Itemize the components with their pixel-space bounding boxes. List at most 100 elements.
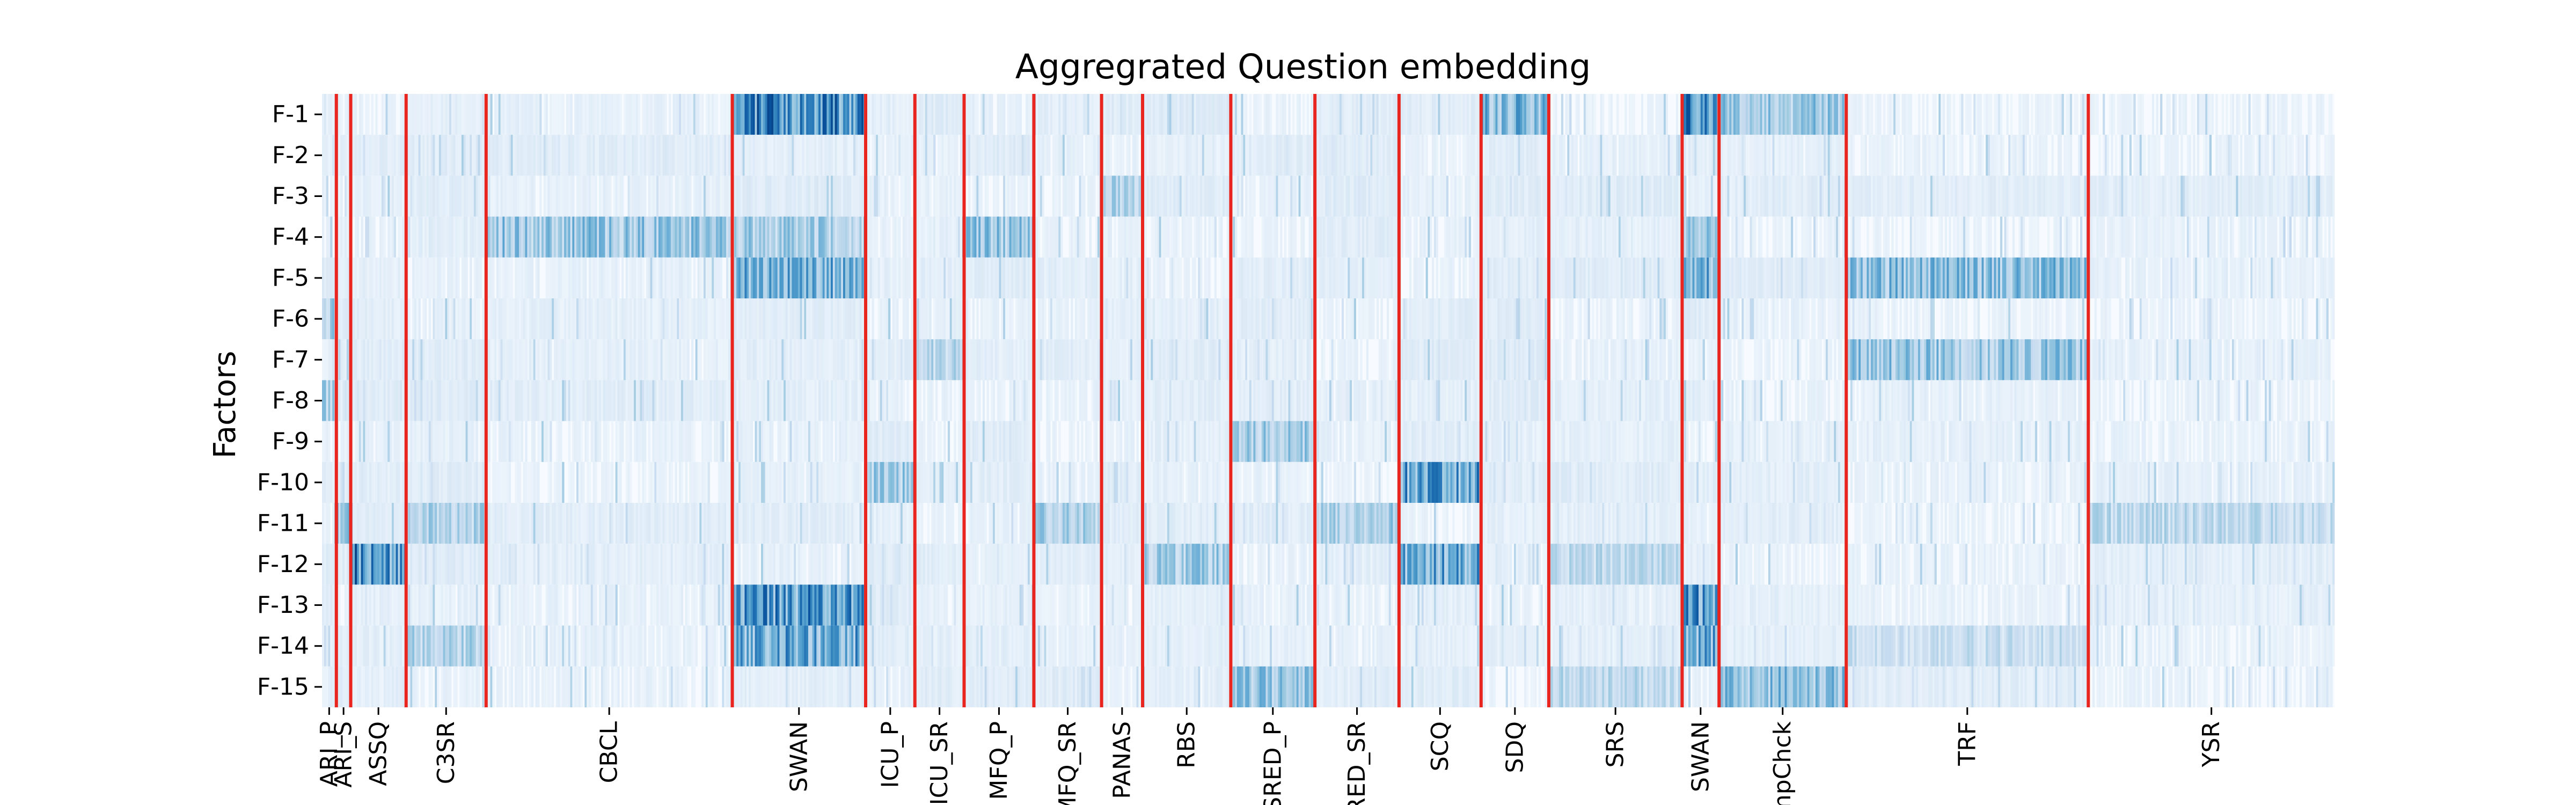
heatmap-cell (507, 421, 509, 462)
heatmap-cell (814, 380, 817, 421)
heatmap-cell (689, 216, 692, 258)
heatmap-cell (909, 503, 911, 544)
heatmap-cell (744, 175, 747, 217)
heatmap-cell (584, 216, 587, 258)
heatmap-cell (660, 339, 663, 380)
heatmap-cell (642, 339, 645, 380)
heatmap-cell (947, 380, 950, 421)
heatmap-cell (933, 544, 936, 585)
heatmap-cell (492, 298, 495, 340)
heatmap-cell (925, 135, 928, 176)
heatmap-cell (324, 339, 327, 380)
heatmap-cell (385, 503, 388, 544)
heatmap-cell (599, 380, 602, 421)
heatmap-cell (976, 462, 979, 503)
heatmap-cell (635, 666, 639, 707)
heatmap-cell (966, 462, 969, 503)
heatmap-cell (570, 216, 573, 258)
heatmap-cell (933, 339, 936, 380)
heatmap-cell (750, 94, 753, 135)
heatmap-cell (709, 94, 712, 135)
heatmap-cell (859, 298, 862, 340)
heatmap-cell (340, 216, 343, 258)
heatmap-cell (580, 666, 583, 707)
heatmap-cell (1007, 544, 1009, 585)
heatmap-cell (502, 216, 505, 258)
heatmap-cell (358, 135, 362, 176)
heatmap-cell (451, 584, 454, 626)
heatmap-cell (877, 175, 881, 217)
heatmap-cell (822, 503, 825, 544)
heatmap-cell (816, 298, 819, 340)
heatmap-cell (839, 94, 841, 135)
heatmap-cell (956, 135, 958, 176)
heatmap-cell (342, 339, 345, 380)
heatmap-cell (428, 462, 431, 503)
heatmap-cell (679, 135, 682, 176)
heatmap-cell (808, 421, 811, 462)
heatmap-cell (443, 298, 445, 340)
heatmap-cell (814, 135, 817, 176)
heatmap-cell (632, 339, 634, 380)
heatmap-cell (802, 175, 804, 217)
heatmap-cell (525, 625, 528, 667)
heatmap-cell (373, 625, 376, 667)
heatmap-cell (605, 625, 608, 667)
heatmap-cell (426, 462, 429, 503)
heatmap-cell (363, 462, 365, 503)
heatmap-cell (775, 216, 778, 258)
heatmap-cell (943, 257, 946, 298)
heatmap-cell (625, 216, 628, 258)
heatmap-cell (966, 666, 969, 707)
heatmap-cell (755, 584, 757, 626)
heatmap-cell (322, 666, 325, 707)
heatmap-cell (874, 135, 876, 176)
heatmap-cell (728, 544, 731, 585)
heatmap-cell (342, 380, 345, 421)
heatmap-cell (849, 135, 852, 176)
heatmap-cell (752, 175, 755, 217)
heatmap-cell (322, 135, 325, 176)
heatmap-cell (502, 503, 505, 544)
heatmap-cell (826, 216, 829, 258)
heatmap-cell (874, 584, 876, 626)
heatmap-cell (826, 462, 829, 503)
heatmap-cell (338, 503, 341, 544)
heatmap-cell (390, 339, 392, 380)
heatmap-cell (894, 135, 897, 176)
heatmap-cell (328, 216, 331, 258)
heatmap-cell (507, 380, 509, 421)
heatmap-cell (545, 216, 548, 258)
heatmap-cell (525, 94, 528, 135)
heatmap-cell (980, 257, 983, 298)
heatmap-cell (1069, 175, 1071, 217)
heatmap-cell (880, 666, 882, 707)
heatmap-cell (797, 544, 801, 585)
heatmap-cell (784, 380, 786, 421)
heatmap-cell (635, 421, 639, 462)
heatmap-cell (797, 135, 801, 176)
heatmap-cell (1009, 625, 1012, 667)
heatmap-cell (851, 94, 854, 135)
heatmap-cell (453, 503, 456, 544)
heatmap-cell (687, 135, 690, 176)
heatmap-cell (438, 584, 442, 626)
heatmap-cell (552, 175, 554, 217)
heatmap-cell (894, 380, 897, 421)
heatmap-cell (500, 462, 503, 503)
heatmap-cell (1017, 339, 1020, 380)
heatmap-cell (771, 584, 774, 626)
heatmap-cell (784, 666, 786, 707)
heatmap-cell (900, 421, 903, 462)
heatmap-cell (508, 380, 511, 421)
heatmap-cell (328, 380, 331, 421)
heatmap-cell (876, 94, 879, 135)
heatmap-cell (1003, 421, 1006, 462)
heatmap-cell (755, 380, 757, 421)
heatmap-cell (558, 380, 560, 421)
heatmap-cell (590, 339, 593, 380)
heatmap-cell (1054, 135, 1057, 176)
heatmap-cell (869, 339, 872, 380)
heatmap-cell (455, 544, 458, 585)
heatmap-cell (947, 503, 950, 544)
